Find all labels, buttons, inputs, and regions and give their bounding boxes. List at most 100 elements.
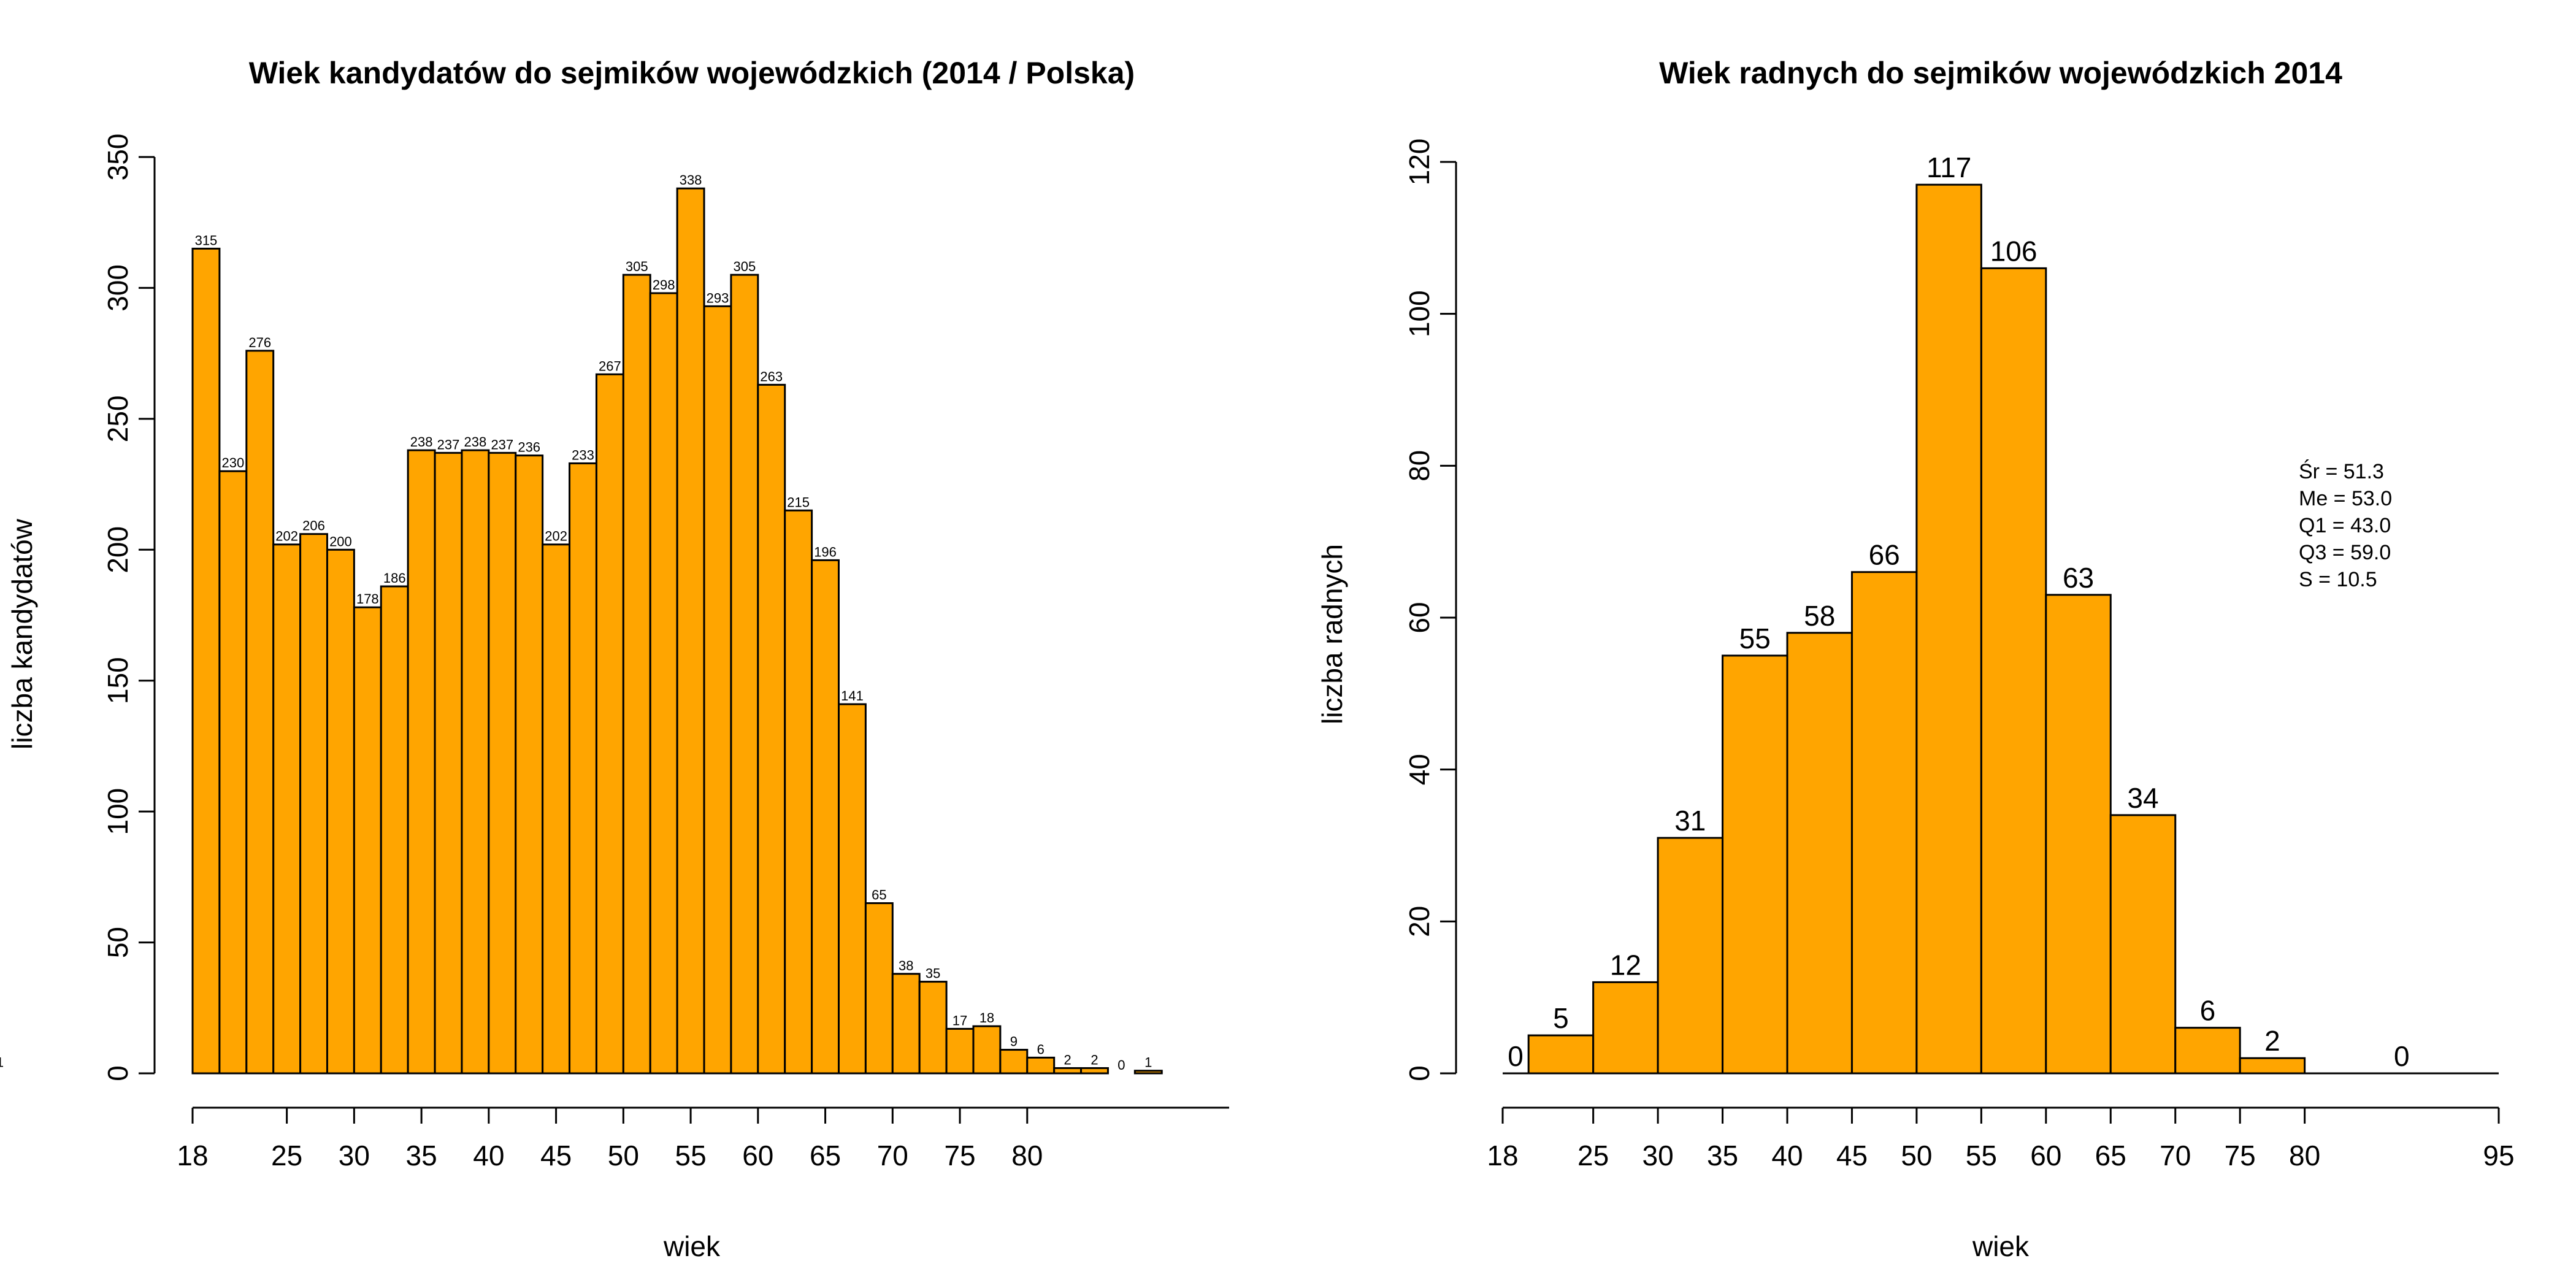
data-label: 215 xyxy=(787,494,810,510)
stats-line: Q1 = 43.0 xyxy=(2299,514,2391,537)
bar xyxy=(299,533,328,1075)
data-label: 202 xyxy=(275,529,298,544)
data-label: 206 xyxy=(302,518,325,534)
data-label: 2 xyxy=(2264,1025,2280,1057)
bar xyxy=(515,454,544,1075)
bar xyxy=(649,292,678,1075)
y-tick-label: 150 xyxy=(102,657,134,704)
x-tick-label: 40 xyxy=(473,1140,504,1171)
x-tick-label: 45 xyxy=(1836,1140,1868,1171)
data-label: 305 xyxy=(626,259,648,274)
data-label: 2 xyxy=(1064,1052,1071,1067)
chart-title-candidates: Wiek kandydatów do sejmików wojewódzkich… xyxy=(249,56,1135,90)
data-label: 5 xyxy=(1553,1002,1569,1034)
x-tick-label: 80 xyxy=(2289,1140,2320,1171)
bar xyxy=(1026,1056,1056,1075)
data-label: 305 xyxy=(734,259,756,274)
data-label: 230 xyxy=(221,455,244,470)
bar xyxy=(1080,1067,1109,1075)
data-label: 263 xyxy=(760,369,783,384)
bar xyxy=(353,606,382,1075)
y-tick-label: 120 xyxy=(1403,139,1435,186)
data-label: 237 xyxy=(437,437,460,452)
x-tick-label: 25 xyxy=(1577,1140,1609,1171)
x-tick-label: 25 xyxy=(271,1140,302,1171)
bars-councillors xyxy=(1503,183,2499,1075)
x-axis-councillors: 18 25 30 35 40 45 50 55 60 65 70 75 80 95 xyxy=(1487,1106,2515,1171)
bar xyxy=(1133,1070,1163,1075)
y-axis-candidates: 0 50 100 150 200 250 300 350 xyxy=(102,134,156,1081)
bar xyxy=(1722,654,1788,1075)
bar xyxy=(191,247,221,1075)
data-label: 202 xyxy=(545,529,567,544)
x-tick-label: 30 xyxy=(339,1140,370,1171)
data-label: 236 xyxy=(518,440,540,455)
data-label: 233 xyxy=(572,447,594,462)
data-label: 237 xyxy=(491,437,513,452)
y-tick-label: 50 xyxy=(102,927,134,958)
bar xyxy=(703,305,732,1075)
bar xyxy=(326,548,355,1075)
bar xyxy=(999,1049,1029,1075)
y-tick-label: 200 xyxy=(102,526,134,573)
data-label: 338 xyxy=(680,172,702,188)
data-label: 34 xyxy=(2127,782,2158,814)
bar xyxy=(2174,1027,2241,1075)
y-axis-councillors: 0 20 40 60 80 100 120 xyxy=(1403,139,1457,1081)
x-tick-label: 50 xyxy=(1901,1140,1932,1171)
x-tick-label: 95 xyxy=(2483,1140,2514,1171)
y-axis-label-candidates: liczba kandydatów xyxy=(6,518,38,749)
x-axis-candidates: 18 25 30 35 40 45 50 55 60 65 70 75 80 xyxy=(177,1106,1229,1171)
bar xyxy=(407,449,436,1075)
data-label: 55 xyxy=(1739,623,1771,654)
bar xyxy=(864,902,894,1075)
y-tick-label: 20 xyxy=(1403,906,1435,937)
bar xyxy=(1527,1034,1595,1075)
data-label: 58 xyxy=(1804,600,1835,632)
data-label: 35 xyxy=(926,966,940,981)
data-label: 0 xyxy=(2394,1040,2410,1072)
bar xyxy=(1915,183,1982,1075)
bar xyxy=(380,585,409,1075)
bar xyxy=(838,703,867,1075)
stats-line: Śr = 51.3 xyxy=(2299,459,2384,483)
data-label: 0 xyxy=(1508,1040,1524,1072)
x-tick-label: 80 xyxy=(1011,1140,1043,1171)
chart-candidates: Wiek kandydatów do sejmików wojewódzkich… xyxy=(0,56,1229,1262)
bar xyxy=(2239,1057,2306,1075)
bar xyxy=(918,981,948,1075)
y-tick-label: 40 xyxy=(1403,754,1435,785)
x-axis-label-candidates: wiek xyxy=(663,1230,721,1262)
data-label: 315 xyxy=(195,232,218,248)
y-tick-label: 60 xyxy=(1403,602,1435,633)
data-label: 2 xyxy=(1091,1052,1098,1067)
x-tick-label: 35 xyxy=(1707,1140,1738,1171)
data-label: 186 xyxy=(383,570,406,586)
data-label: 38 xyxy=(899,958,913,973)
y-tick-label: 100 xyxy=(102,788,134,835)
x-tick-label: 75 xyxy=(2225,1140,2256,1171)
bar xyxy=(569,462,597,1075)
bar xyxy=(1786,632,1853,1075)
bar xyxy=(2109,814,2177,1075)
y-axis-label-councillors: liczba radnych xyxy=(1316,544,1348,724)
x-tick-label: 18 xyxy=(1487,1140,1518,1171)
bar xyxy=(272,543,302,1075)
bar xyxy=(488,451,517,1075)
y-tick-label: 300 xyxy=(102,264,134,312)
y-tick-label: 0 xyxy=(1403,1065,1435,1081)
chart-title-councillors: Wiek radnych do sejmików wojewódzkich 20… xyxy=(1659,56,2342,90)
x-tick-label: 55 xyxy=(675,1140,706,1171)
data-label: 117 xyxy=(1926,151,1971,183)
x-tick-label: 65 xyxy=(2095,1140,2126,1171)
data-label: 12 xyxy=(1610,949,1641,981)
x-tick-label: 70 xyxy=(2160,1140,2191,1171)
bar xyxy=(676,187,705,1075)
bar xyxy=(542,543,571,1075)
data-label: 200 xyxy=(329,534,352,549)
data-label: 238 xyxy=(410,434,433,450)
data-label: 63 xyxy=(2063,562,2094,594)
